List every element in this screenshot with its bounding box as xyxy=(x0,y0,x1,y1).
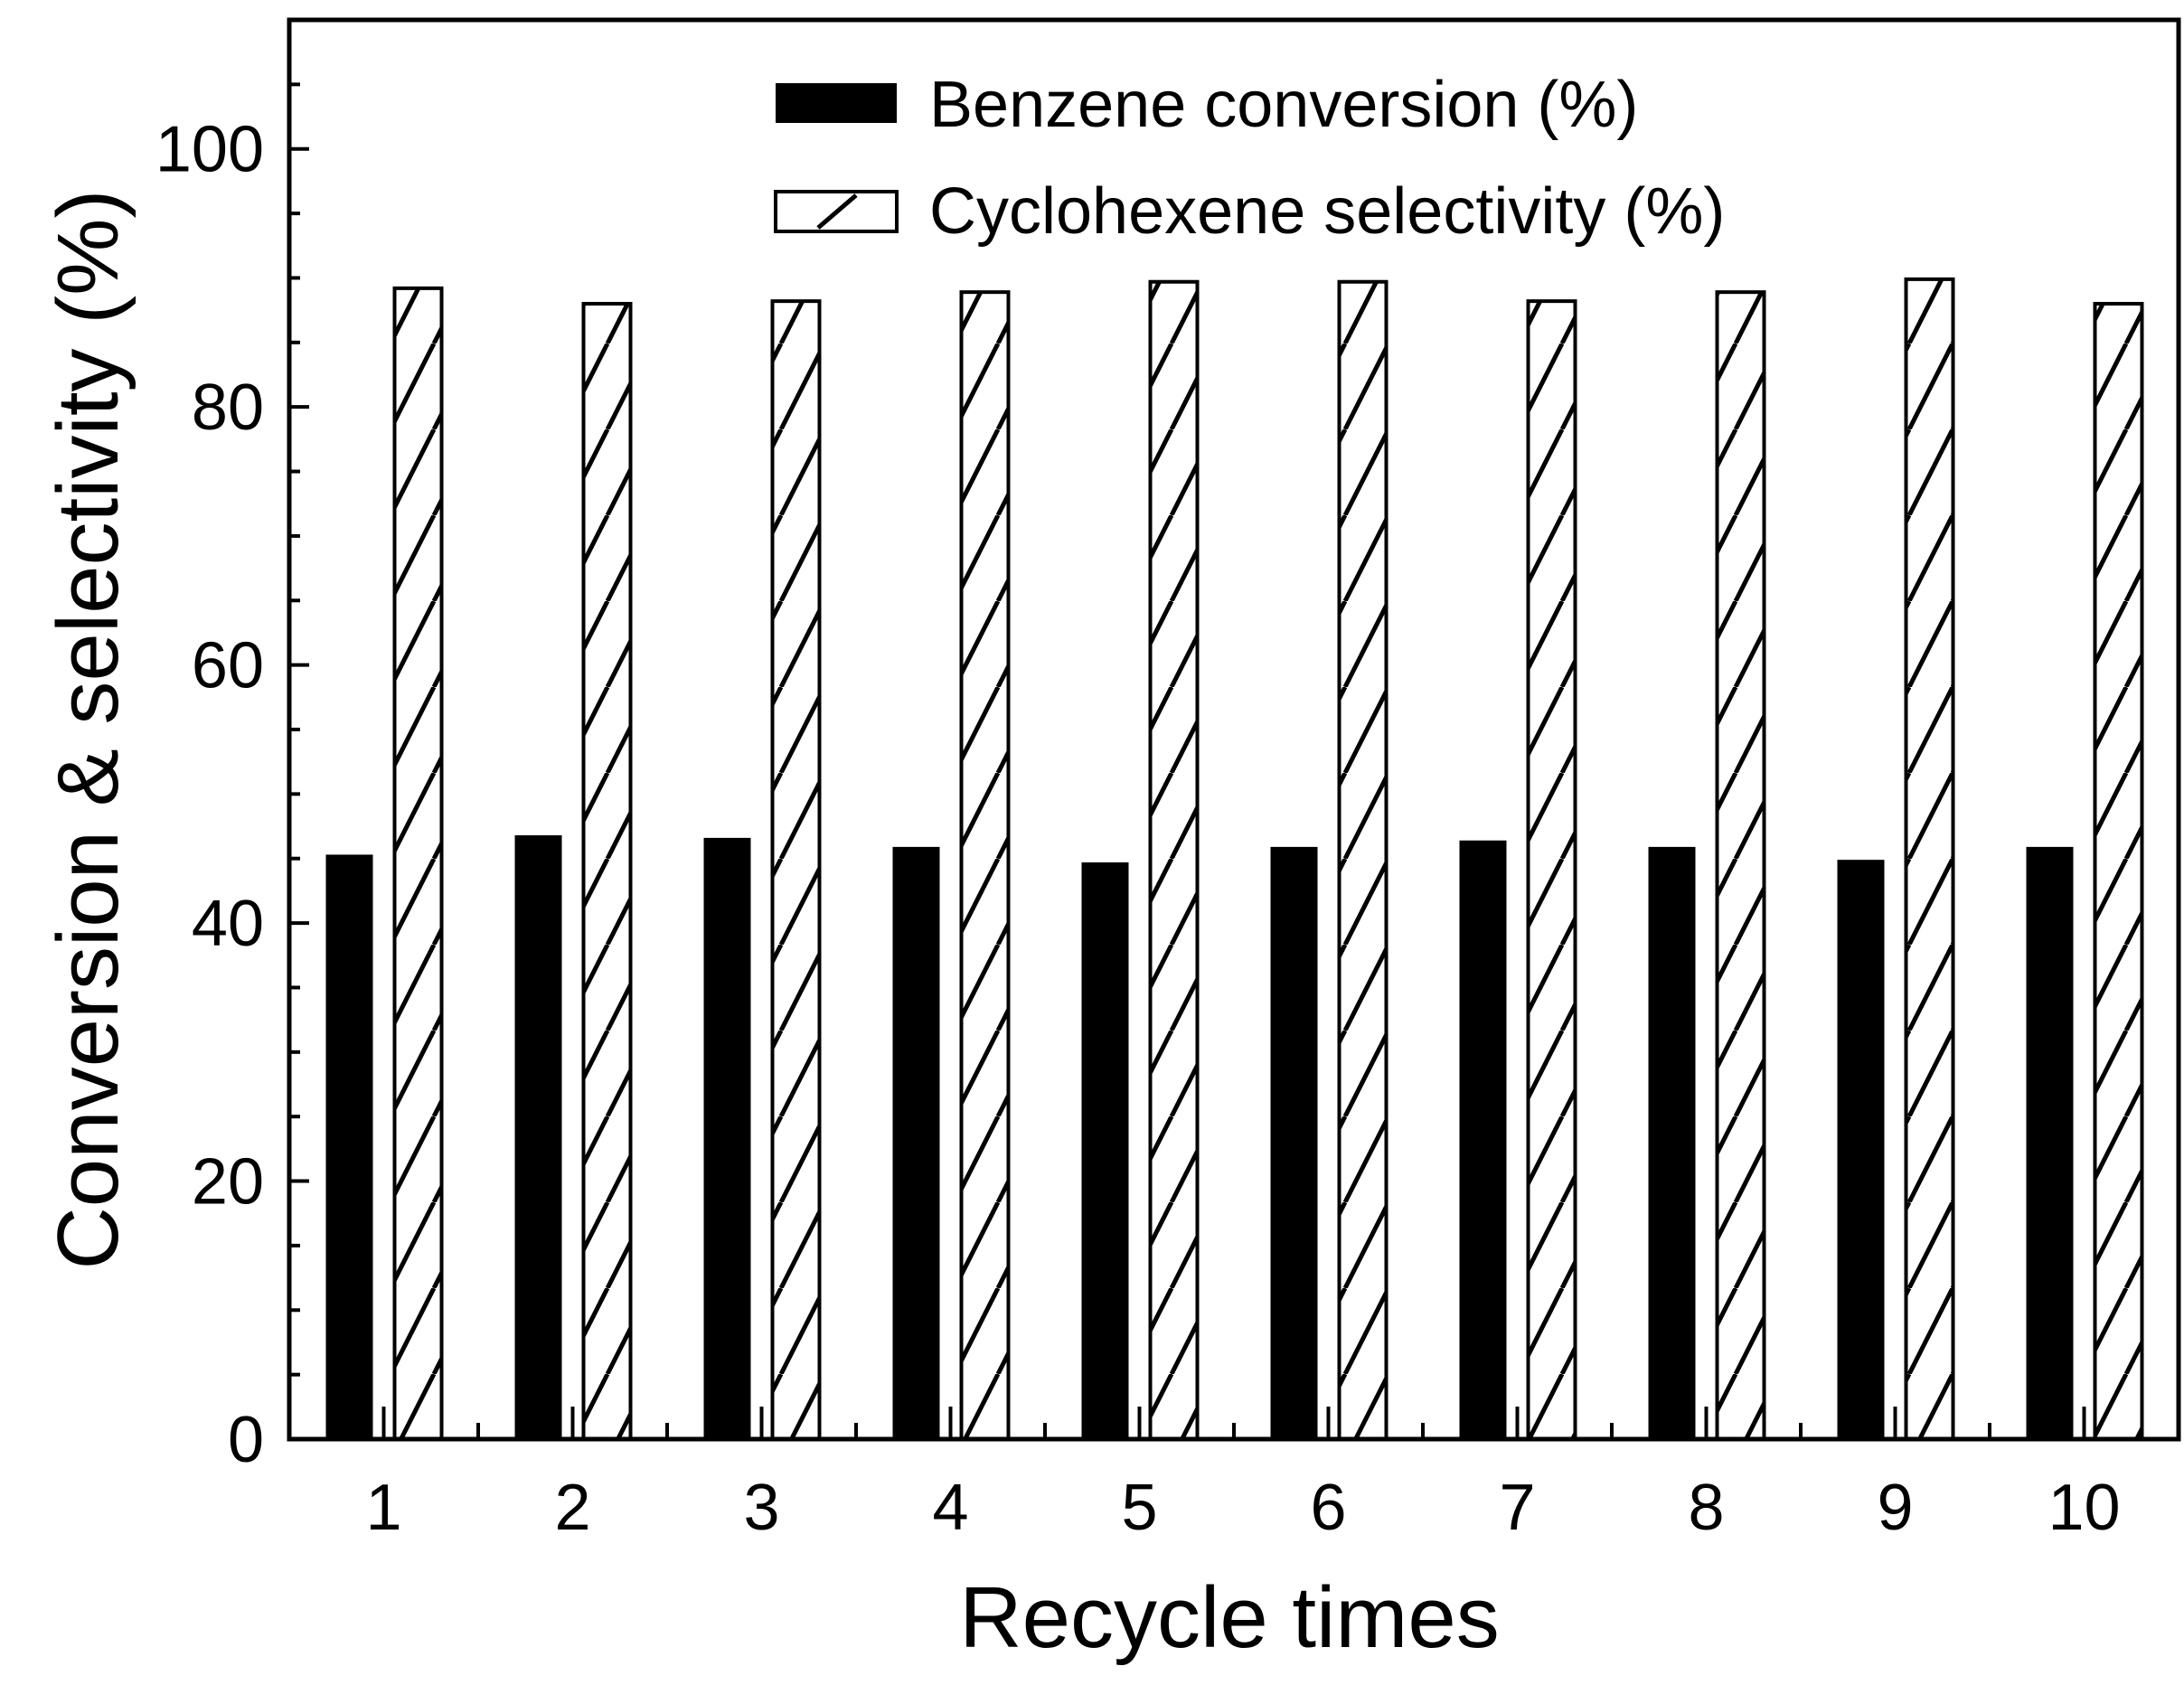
y-tick-label: 20 xyxy=(192,1146,264,1219)
legend: Benzene conversion (%) Cyclohexene selec… xyxy=(774,69,1725,248)
bar-cyclohexene-selectivity-5 xyxy=(1148,279,1200,1442)
legend-swatch-hatch-line xyxy=(816,193,858,230)
y-tick-label: 100 xyxy=(155,114,264,186)
bar-benzene-conversion-5 xyxy=(1081,862,1129,1439)
legend-label-cyclohexene-selectivity: Cyclohexene selectivity (%) xyxy=(929,175,1725,248)
plot-area xyxy=(325,277,2144,1442)
bar-cyclohexene-selectivity-10 xyxy=(2093,302,2144,1441)
bar-benzene-conversion-9 xyxy=(1837,860,1885,1439)
bar-cyclohexene-selectivity-4 xyxy=(959,290,1011,1441)
y-tick-label: 40 xyxy=(192,888,264,960)
x-tick-label: 5 xyxy=(1121,1472,1157,1544)
bar-benzene-conversion-8 xyxy=(1648,846,1696,1439)
x-tick-label: 3 xyxy=(743,1472,779,1544)
legend-label-benzene-conversion: Benzene conversion (%) xyxy=(929,69,1638,141)
x-axis-title: Recycle times xyxy=(959,1569,1499,1666)
bar-cyclohexene-selectivity-7 xyxy=(1526,299,1577,1441)
bar-cyclohexene-selectivity-9 xyxy=(1904,277,1955,1441)
y-tick-label: 80 xyxy=(192,372,264,444)
bar-benzene-conversion-3 xyxy=(703,837,751,1439)
x-tick-label: 9 xyxy=(1877,1472,1913,1544)
bar-benzene-conversion-1 xyxy=(325,854,373,1439)
x-tick-label: 1 xyxy=(365,1472,401,1544)
y-axis: 0 20 40 60 80 100 xyxy=(155,82,309,1476)
bar-cyclohexene-selectivity-1 xyxy=(392,286,444,1442)
x-tick-label: 2 xyxy=(554,1472,590,1544)
x-tick-label: 10 xyxy=(2048,1472,2120,1544)
legend-swatch-benzene-conversion xyxy=(776,83,897,123)
y-tick-label: 0 xyxy=(228,1404,264,1476)
bar-cyclohexene-selectivity-3 xyxy=(770,299,822,1441)
x-tick-label: 6 xyxy=(1310,1472,1346,1544)
bar-cyclohexene-selectivity-2 xyxy=(581,302,633,1441)
x-axis: 1 2 3 4 5 6 7 8 9 10 xyxy=(365,1407,2121,1544)
bar-benzene-conversion-2 xyxy=(514,835,562,1439)
x-tick-label: 7 xyxy=(1499,1472,1535,1544)
bar-benzene-conversion-10 xyxy=(2026,846,2074,1439)
bar-cyclohexene-selectivity-6 xyxy=(1337,279,1389,1442)
bar-benzene-conversion-7 xyxy=(1459,840,1507,1439)
x-tick-label: 8 xyxy=(1688,1472,1724,1544)
bar-cyclohexene-selectivity-8 xyxy=(1715,290,1766,1441)
bar-benzene-conversion-6 xyxy=(1270,846,1318,1439)
x-tick-label: 4 xyxy=(932,1472,968,1544)
bar-benzene-conversion-4 xyxy=(892,846,940,1439)
y-axis-title: Conversion & selectivity (%) xyxy=(40,189,136,1269)
y-tick-label: 60 xyxy=(192,630,264,702)
